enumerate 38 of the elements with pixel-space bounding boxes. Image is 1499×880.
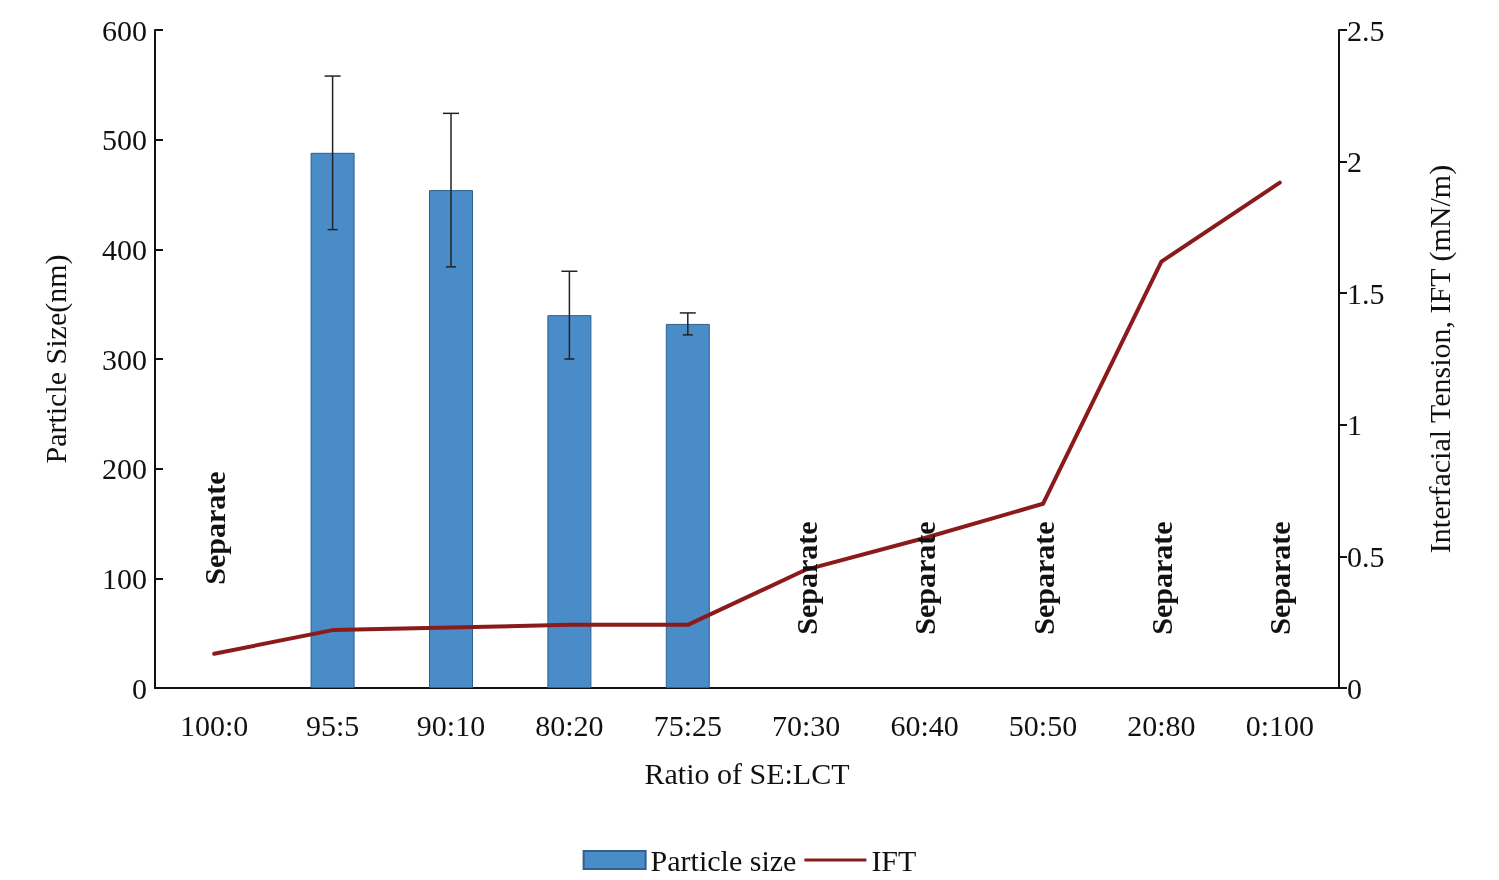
y-tick-label: 100 — [102, 561, 147, 595]
y-tick-label: 300 — [102, 342, 147, 376]
annotation: Separate — [197, 471, 231, 585]
y2-tick-label: 1.5 — [1347, 276, 1385, 310]
annotation: Separate — [1144, 521, 1178, 635]
y-tick-label: 400 — [102, 232, 147, 266]
annotation: Separate — [908, 521, 942, 635]
x-tick-label: 90:10 — [416, 708, 486, 742]
y-tick-label: 500 — [102, 123, 147, 157]
y2-tick-label: 2.5 — [1347, 13, 1385, 47]
y2-tick-label: 2 — [1347, 145, 1362, 179]
y-tick-label: 0 — [132, 671, 147, 705]
annotation: Separate — [1263, 521, 1297, 635]
x-tick-label: 75:25 — [653, 708, 722, 742]
y2-tick-label: 0.5 — [1347, 539, 1385, 573]
x-tick-label: 95:5 — [305, 708, 360, 742]
y2-axis-title: Interfacial Tension, IFT (mN/m) — [1422, 164, 1457, 554]
x-tick-label: 60:40 — [890, 708, 959, 742]
bar — [429, 190, 473, 688]
bar — [665, 323, 710, 688]
y-tick-label: 200 — [102, 452, 147, 486]
legend-label: IFT — [871, 843, 917, 877]
annotation: Separate — [789, 521, 823, 635]
x-tick-label: 100:0 — [180, 708, 249, 742]
y-tick-label: 600 — [102, 13, 147, 47]
x-tick-label: 0:100 — [1245, 708, 1314, 742]
x-tick-label: 20:80 — [1127, 708, 1196, 742]
x-tick-label: 70:30 — [772, 708, 841, 742]
x-tick-label: 80:20 — [535, 708, 604, 742]
x-tick-label: 50:50 — [1008, 708, 1078, 742]
legend-label: Particle size — [650, 843, 797, 877]
annotation: Separate — [1026, 521, 1060, 635]
y-axis-title: Particle Size(nm) — [38, 254, 73, 464]
bar — [310, 152, 355, 688]
bar — [547, 315, 592, 688]
x-axis-title: Ratio of SE:LCT — [644, 756, 850, 790]
y2-tick-label: 1 — [1347, 408, 1362, 442]
y2-tick-label: 0 — [1347, 671, 1362, 705]
